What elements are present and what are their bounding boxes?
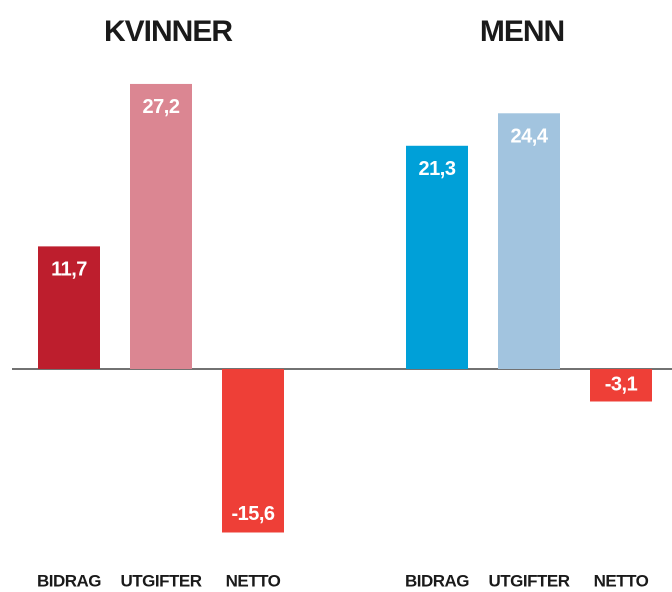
category-label: UTGIFTER — [121, 571, 202, 590]
value-label: -3,1 — [605, 374, 638, 396]
bar — [222, 369, 284, 533]
value-label: -15,6 — [231, 503, 274, 525]
panel-title: KVINNER — [104, 15, 233, 48]
category-label: BIDRAG — [405, 571, 469, 590]
category-label: BIDRAG — [37, 571, 101, 590]
value-label: 24,4 — [511, 126, 549, 148]
panel-title: MENN — [480, 15, 564, 48]
value-label: 21,3 — [419, 158, 456, 180]
value-label: 27,2 — [143, 96, 180, 118]
bar — [590, 369, 652, 402]
category-label: NETTO — [594, 571, 649, 590]
bar — [38, 246, 100, 369]
category-label: NETTO — [226, 571, 281, 590]
bar — [406, 145, 468, 369]
bar — [130, 83, 192, 369]
bar — [498, 113, 560, 370]
category-label: UTGIFTER — [489, 571, 570, 590]
value-label: 11,7 — [51, 259, 87, 281]
